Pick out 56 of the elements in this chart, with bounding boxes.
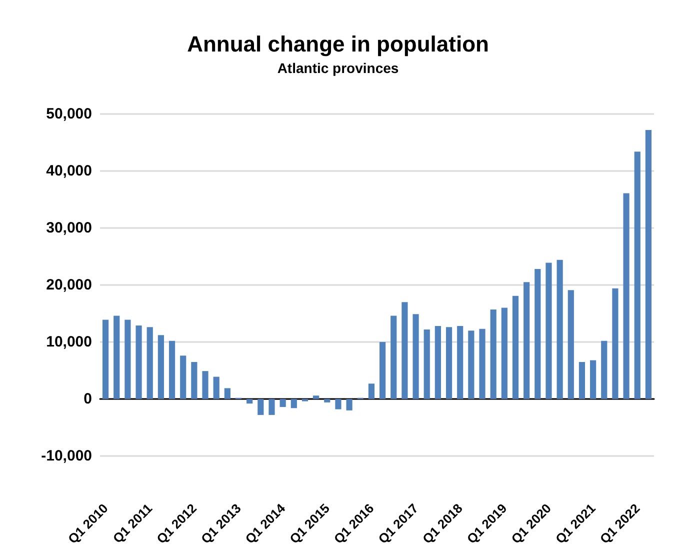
bar [568, 290, 574, 399]
y-tick-label: 0 [84, 390, 92, 408]
bar [524, 282, 530, 399]
bar [246, 399, 253, 404]
bar [124, 320, 131, 399]
bar [479, 328, 486, 399]
bar [158, 335, 164, 399]
bar [168, 340, 176, 399]
bar [534, 269, 541, 399]
bar [623, 193, 630, 399]
chart-subtitle: Atlantic provinces [277, 60, 399, 76]
y-tick-label: 30,000 [46, 220, 92, 236]
y-tick-label: 50,000 [46, 106, 92, 122]
bar [601, 340, 608, 399]
bar [457, 326, 464, 399]
bar [346, 399, 352, 410]
bar [136, 325, 142, 399]
bar [578, 362, 586, 399]
bar [202, 371, 208, 399]
y-tick-label: 40,000 [46, 162, 92, 180]
bar [424, 329, 430, 399]
chart-title: Annual change in population [187, 32, 489, 56]
bar [324, 399, 330, 402]
y-tick-label: 10,000 [46, 334, 92, 350]
bar [368, 384, 375, 399]
bar [612, 288, 618, 399]
bar [412, 314, 419, 399]
bar [258, 399, 264, 415]
y-tick-label: -10,000 [41, 448, 92, 464]
bar [224, 388, 230, 399]
bar [468, 330, 474, 399]
y-tick-label: 20,000 [46, 276, 92, 294]
bar [490, 310, 496, 399]
bar [114, 316, 120, 399]
bar [645, 130, 652, 399]
bar [590, 360, 596, 399]
bar [102, 320, 109, 399]
bar [556, 260, 563, 399]
bar [290, 399, 297, 408]
bar [512, 296, 519, 399]
bar [501, 308, 508, 399]
bar [280, 399, 286, 407]
bar [268, 399, 275, 415]
bar [191, 362, 198, 399]
bar [146, 327, 153, 399]
bar [434, 326, 441, 399]
bar [446, 327, 452, 399]
bar [379, 342, 386, 399]
bar [335, 399, 342, 410]
bar [402, 302, 408, 399]
bar [213, 376, 220, 399]
bar [634, 152, 640, 399]
bar [390, 316, 397, 399]
bar [546, 262, 552, 399]
bar [180, 356, 186, 399]
bar [313, 396, 320, 399]
